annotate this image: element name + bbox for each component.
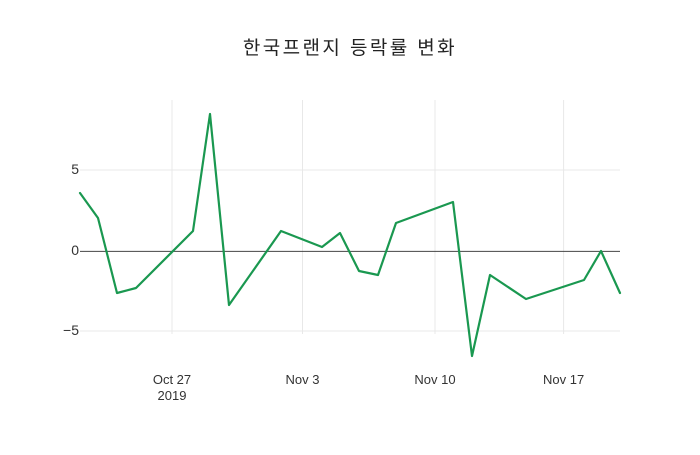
svg-text:−5: −5 <box>63 322 79 338</box>
svg-text:5: 5 <box>71 161 79 177</box>
svg-text:2019: 2019 <box>158 388 187 403</box>
svg-text:Nov 10: Nov 10 <box>414 372 455 387</box>
svg-text:0: 0 <box>71 242 79 258</box>
svg-text:Nov 3: Nov 3 <box>286 372 320 387</box>
svg-text:Oct 27: Oct 27 <box>153 372 191 387</box>
svg-text:Nov 17: Nov 17 <box>543 372 584 387</box>
